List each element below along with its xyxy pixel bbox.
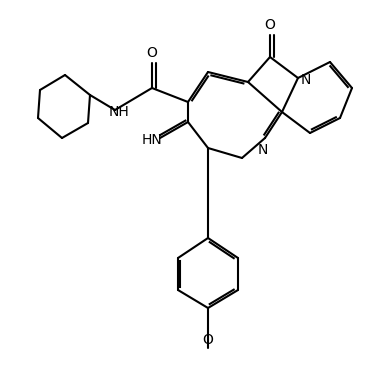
Text: NH: NH: [109, 105, 130, 119]
Text: HN: HN: [142, 133, 162, 147]
Text: O: O: [203, 333, 214, 347]
Text: N: N: [258, 143, 268, 157]
Text: O: O: [265, 18, 275, 32]
Text: N: N: [301, 73, 311, 87]
Text: O: O: [147, 46, 158, 60]
